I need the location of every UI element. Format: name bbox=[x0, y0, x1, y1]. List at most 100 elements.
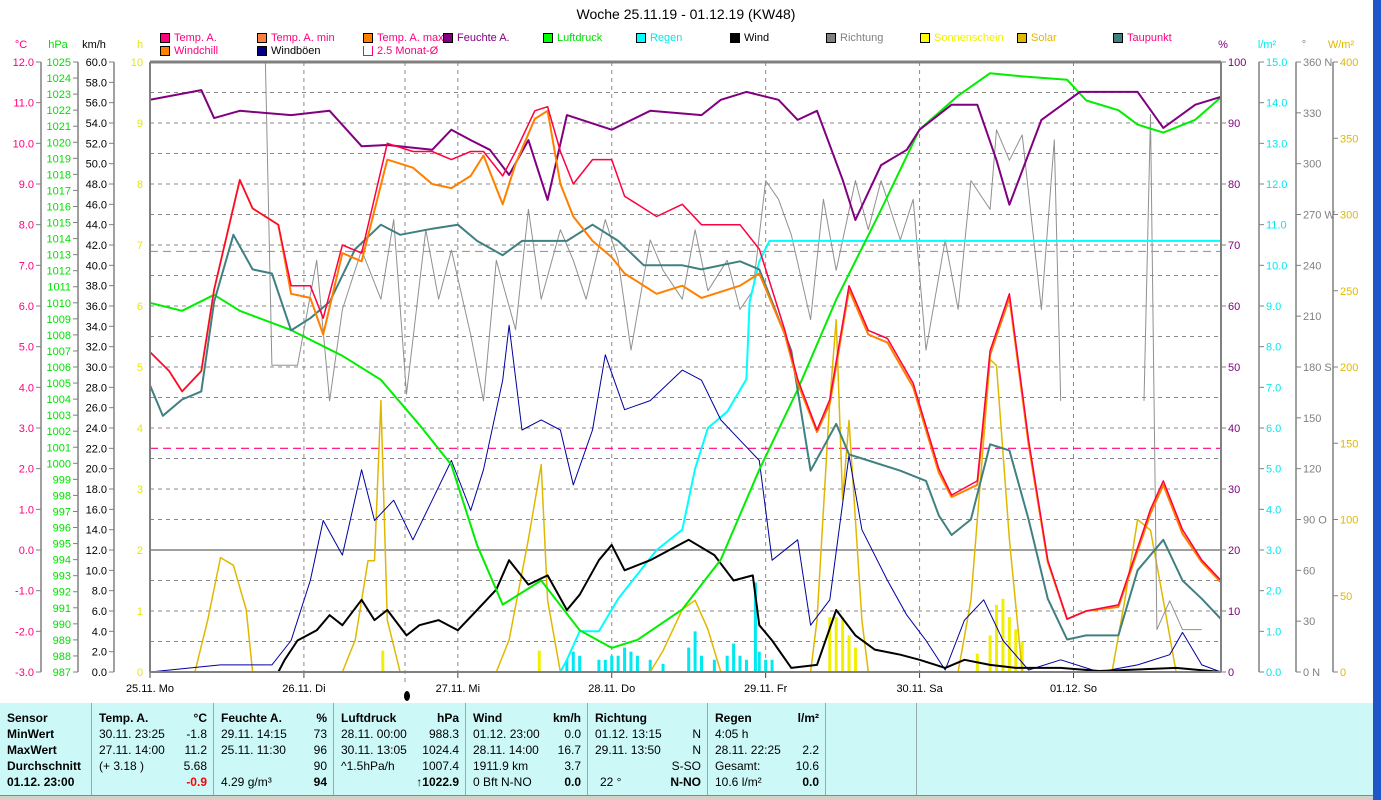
legend-label: Windböen bbox=[271, 45, 321, 57]
tick-label-pressure: 1013 bbox=[47, 250, 71, 262]
bar-regen-je-intervall bbox=[744, 659, 748, 672]
tick-label-rain: 5.0 bbox=[1266, 464, 1281, 476]
tick-label-pressure: 1015 bbox=[47, 218, 71, 230]
legend-swatch bbox=[543, 33, 553, 43]
tick-label-pressure: 1000 bbox=[47, 458, 71, 470]
legend-item: Wind bbox=[730, 32, 769, 44]
axis-unit-humidity: % bbox=[1218, 39, 1228, 51]
tick-label-pressure: 996 bbox=[53, 523, 71, 535]
table-cell: 10.6 bbox=[795, 759, 819, 773]
legend-label: Temp. A. max bbox=[377, 32, 444, 44]
tick-label-wind: 22.0 bbox=[86, 443, 107, 455]
tick-label-pressure: 1024 bbox=[47, 73, 71, 85]
tick-label-wind: 24.0 bbox=[86, 423, 107, 435]
series-windchill bbox=[150, 109, 1221, 621]
bar-regen-je-intervall bbox=[757, 651, 761, 672]
tick-label-pressure: 1016 bbox=[47, 201, 71, 213]
legend-item: 2.5 Monat-Ø bbox=[363, 45, 438, 57]
bar-regen-je-intervall bbox=[603, 659, 607, 672]
tick-label-pressure: 992 bbox=[53, 587, 71, 599]
table-cell: Temp. A. bbox=[99, 711, 149, 725]
table-cell: Richtung bbox=[595, 711, 647, 725]
table-cell: % bbox=[316, 711, 327, 725]
tick-label-humidity: 10 bbox=[1228, 606, 1240, 618]
legend-label: Wind bbox=[744, 32, 770, 44]
tick-label-sun: 8 bbox=[137, 179, 143, 191]
table-cell: 01.12. 23:00 bbox=[473, 727, 540, 741]
tick-label-direction: 210 bbox=[1303, 311, 1321, 323]
tick-label-wind: 48.0 bbox=[86, 179, 107, 191]
tick-label-pressure: 1019 bbox=[47, 153, 71, 165]
table-cell: Durchschnitt bbox=[7, 759, 82, 773]
tick-label-pressure: 1008 bbox=[47, 330, 71, 342]
legend-item: Windchill bbox=[160, 45, 218, 57]
tick-label-solar: 50 bbox=[1340, 591, 1352, 603]
tick-label-solar: 250 bbox=[1340, 286, 1358, 298]
tick-label-rain: 9.0 bbox=[1266, 301, 1281, 313]
table-column: Luftdruck hPa 28.11. 00:00 988.3 30.11. 13:0… bbox=[334, 703, 466, 795]
tick-label-sun: 7 bbox=[137, 240, 143, 252]
tick-label-direction: 330 bbox=[1303, 108, 1321, 120]
chart-title: Woche 25.11.19 - 01.12.19 (KW48) bbox=[576, 6, 796, 22]
table-separator bbox=[916, 703, 917, 795]
axis-unit-sun: h bbox=[137, 39, 143, 51]
legend-item: Windböen bbox=[257, 45, 321, 57]
legend-swatch bbox=[363, 33, 373, 43]
tick-label-humidity: 80 bbox=[1228, 179, 1240, 191]
bar-regen-je-intervall bbox=[700, 655, 704, 672]
table-cell: 28.11. 14:00 bbox=[473, 743, 539, 757]
table-cell: 29.11. 14:15 bbox=[221, 727, 287, 741]
series-luftdruck bbox=[150, 72, 1221, 649]
bar-regen-je-intervall bbox=[753, 582, 757, 672]
table-cell: 01.12. 23:00 bbox=[7, 775, 75, 789]
tick-label-pressure: 1020 bbox=[47, 137, 71, 149]
bar-regen-je-intervall bbox=[693, 631, 697, 672]
legend-swatch bbox=[443, 33, 453, 43]
tick-label-rain: 6.0 bbox=[1266, 423, 1281, 435]
bar-regen-je-intervall bbox=[610, 655, 614, 672]
tick-label-wind: 10.0 bbox=[86, 565, 107, 577]
tick-label-pressure: 1014 bbox=[47, 234, 71, 246]
table-cell: 28.11. 22:25 bbox=[715, 743, 781, 757]
table-cell: N bbox=[692, 727, 701, 741]
tick-label-direction: 240 bbox=[1303, 260, 1321, 272]
tick-label-sun: 0 bbox=[137, 667, 143, 679]
tick-label-pressure: 998 bbox=[53, 490, 71, 502]
tick-label-sun: 10 bbox=[131, 57, 143, 69]
tick-label-humidity: 40 bbox=[1228, 423, 1240, 435]
bar-sonnenschein bbox=[847, 635, 851, 672]
legend-swatch bbox=[257, 46, 267, 56]
tick-label-wind: 46.0 bbox=[86, 199, 107, 211]
legend-swatch bbox=[920, 33, 930, 43]
tick-label-sun: 2 bbox=[137, 545, 143, 557]
tick-label-pressure: 987 bbox=[53, 667, 71, 679]
tick-label-rain: 13.0 bbox=[1266, 138, 1287, 150]
legend-label: Regen bbox=[650, 32, 683, 44]
table-column: Regen l/m² 4:05 h 28.11. 22:25 2.2 Gesamt: 10.… bbox=[708, 703, 826, 795]
legend-swatch bbox=[730, 33, 740, 43]
table-cell: 30.11. 13:05 bbox=[341, 743, 407, 757]
table-cell: 0.0 bbox=[802, 775, 819, 789]
legend-item: Temp. A. bbox=[160, 32, 217, 44]
tick-label-humidity: 70 bbox=[1228, 240, 1240, 252]
tick-label-humidity: 20 bbox=[1228, 545, 1240, 557]
tick-label-wind: 60.0 bbox=[86, 57, 107, 69]
tick-label-wind: 12.0 bbox=[86, 545, 107, 557]
series-temp-a- bbox=[150, 105, 1221, 620]
tick-label-pressure: 1004 bbox=[47, 394, 71, 406]
table-cell: N-NO bbox=[670, 775, 701, 789]
tick-label-temp: 0.0 bbox=[19, 545, 34, 557]
tick-label-wind: 20.0 bbox=[86, 464, 107, 476]
legend-label: Richtung bbox=[840, 32, 884, 44]
tick-label-wind: 58.0 bbox=[86, 77, 107, 89]
tick-label-pressure: 989 bbox=[53, 635, 71, 647]
tick-label-pressure: 1009 bbox=[47, 314, 71, 326]
bar-sonnenschein bbox=[1007, 617, 1011, 672]
tick-label-pressure: 1010 bbox=[47, 298, 71, 310]
table-cell: 1911.9 km bbox=[473, 759, 529, 773]
table-cell: 28.11. 00:00 bbox=[341, 727, 407, 741]
day-label: 30.11. Sa bbox=[896, 683, 943, 695]
statistics-table: Sensor MinWert MaxWert Durchschnitt 01.12. 2… bbox=[0, 703, 1373, 795]
table-column: Temp. A. °C 30.11. 23:25 -1.8 27.11. 14:00 11… bbox=[92, 703, 214, 795]
